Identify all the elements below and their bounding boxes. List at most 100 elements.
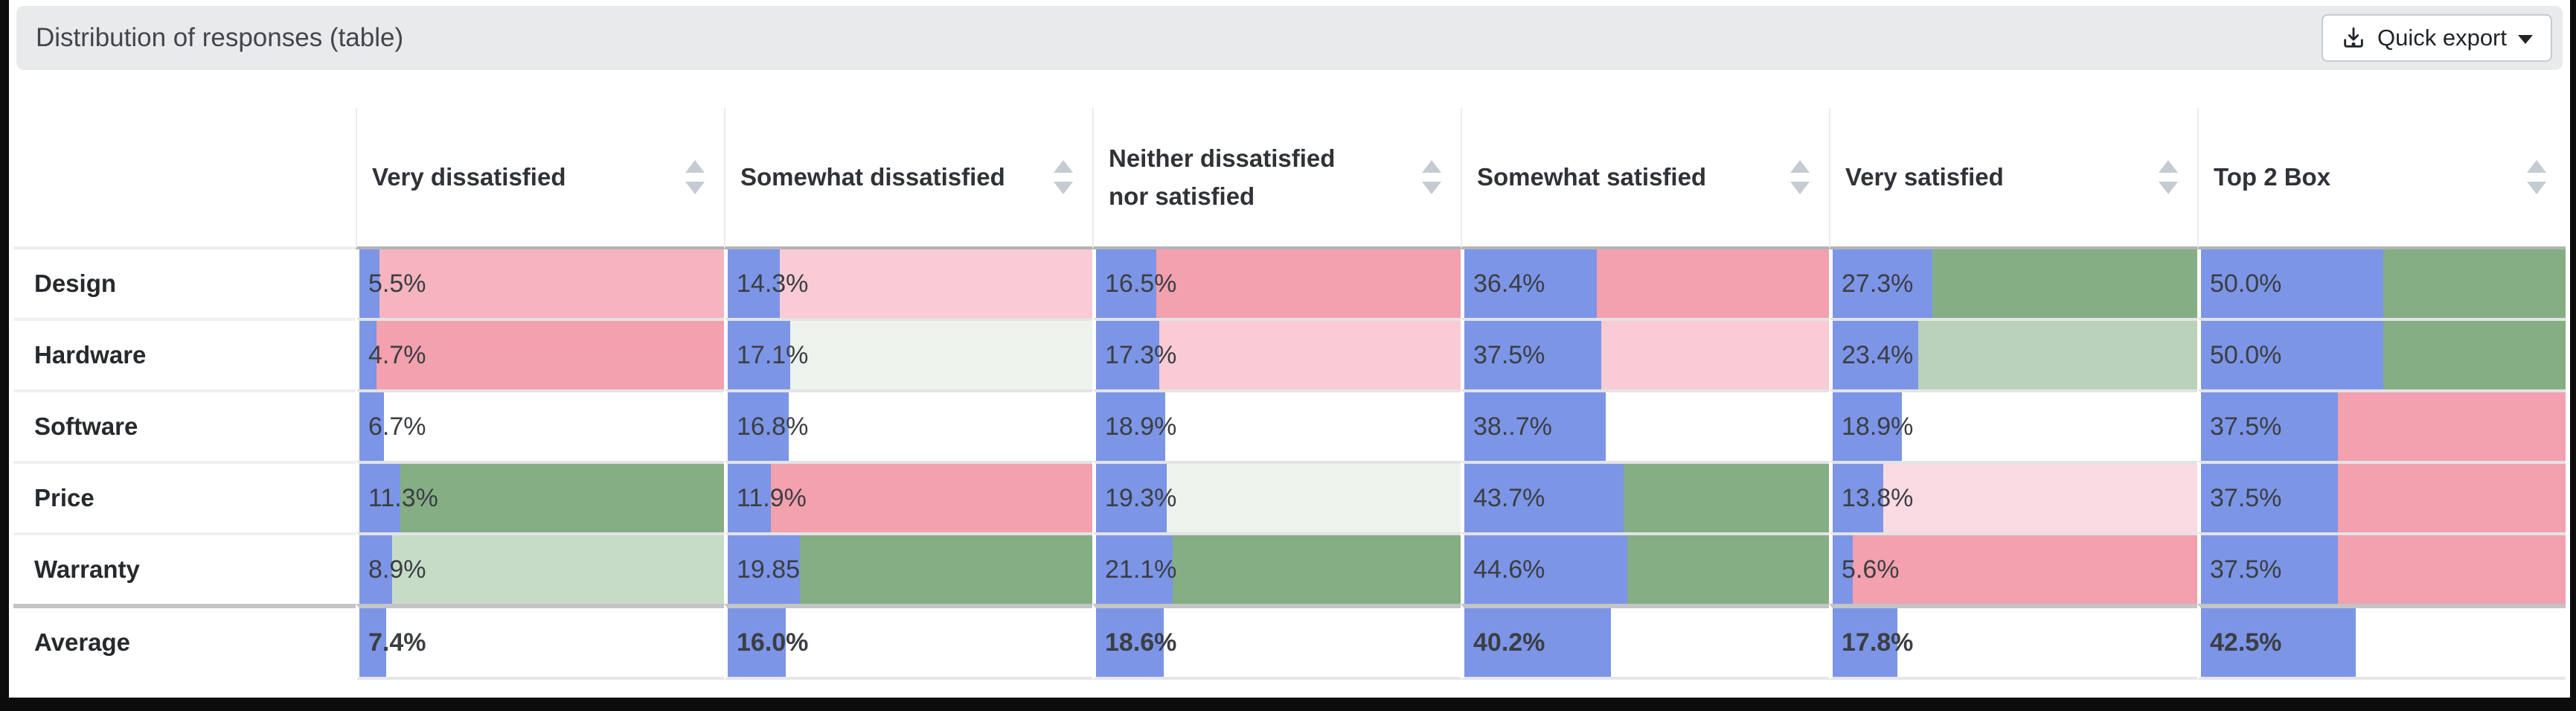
row-label: Price [13, 461, 356, 532]
sort-icons [1054, 160, 1073, 194]
value-cell: 7.4% [356, 604, 724, 680]
value-cell: 50.0% [2197, 318, 2566, 389]
value-cell: 17.8% [1829, 604, 2197, 680]
value-bar [2201, 392, 2338, 461]
value-bar [1833, 249, 1932, 318]
value-bar [2201, 249, 2383, 318]
cell-value: 18.9% [1105, 412, 1177, 441]
cell-value: 8.9% [368, 555, 426, 584]
sort-ascending-icon[interactable] [2159, 160, 2178, 173]
value-cell: 5.6% [1829, 532, 2197, 604]
cell-value: 27.3% [1842, 269, 1914, 298]
value-bar [359, 392, 384, 461]
value-cell: 6.7% [356, 389, 724, 461]
value-bar [1833, 535, 1853, 604]
cell-value: 37.5% [2210, 412, 2282, 441]
sort-icons [1790, 160, 1810, 194]
cell-value: 44.6% [1473, 555, 1545, 584]
column-header-neither[interactable]: Neither dissatisfied nor satisfied [1092, 108, 1461, 249]
value-bar [1464, 464, 1624, 532]
table-row: Average 7.4% 16.0% 18.6% 40.2% 17.8% 42.5% [13, 604, 2566, 680]
sort-ascending-icon[interactable] [1422, 160, 1441, 173]
value-cell: 11.9% [724, 461, 1092, 532]
widget-title: Distribution of responses (table) [36, 23, 404, 52]
row-label: Design [13, 249, 356, 318]
value-cell: 16.8% [724, 389, 1092, 461]
value-cell: 17.3% [1092, 318, 1461, 389]
sort-descending-icon[interactable] [685, 182, 705, 194]
sort-descending-icon[interactable] [2159, 182, 2178, 194]
download-icon [2344, 27, 2363, 48]
column-header-very-satisfied[interactable]: Very satisfied [1829, 108, 2197, 249]
cell-value: 37.5% [2210, 555, 2282, 584]
cell-value: 17.8% [1842, 628, 1914, 657]
value-bar [1464, 321, 1601, 389]
cell-value: 5.6% [1842, 555, 1900, 584]
value-bar [1464, 535, 1627, 604]
cell-value: 16.5% [1105, 269, 1177, 298]
cell-value: 50.0% [2210, 340, 2282, 369]
sort-ascending-icon[interactable] [2527, 160, 2546, 173]
table-row: Warranty 8.9% 19.85 21.1% 44.6% 5.6% 37.5% [13, 532, 2566, 604]
value-bar [1096, 321, 1159, 389]
value-cell: 13.8% [1829, 461, 2197, 532]
value-bar [1464, 608, 1611, 677]
table-row: Design 5.5% 14.3% 16.5% 36.4% 27.3% 50.0% [13, 249, 2566, 318]
cell-value: 19.3% [1105, 483, 1177, 512]
quick-export-button[interactable]: Quick export [2321, 14, 2552, 62]
cell-value: 19.85 [737, 555, 801, 584]
cell-value: 23.4% [1842, 340, 1914, 369]
value-bar [728, 608, 786, 677]
cell-value: 37.5% [2210, 483, 2282, 512]
widget-title-bar: Distribution of responses (table) Quick … [16, 6, 2563, 70]
sort-icons [685, 160, 705, 194]
cell-value: 11.3% [368, 483, 438, 512]
column-header-very-dissatisfied[interactable]: Very dissatisfied [356, 108, 724, 249]
value-bar [2201, 321, 2383, 389]
value-bar [1096, 249, 1156, 318]
caret-down-icon [2518, 35, 2533, 44]
column-header-somewhat-dissatisfied[interactable]: Somewhat dissatisfied [724, 108, 1092, 249]
cell-value: 16.0% [737, 628, 809, 657]
cell-value: 18.9% [1842, 412, 1914, 441]
sort-descending-icon[interactable] [2527, 182, 2546, 194]
value-bar [728, 464, 772, 532]
value-cell: 36.4% [1461, 249, 1829, 318]
value-cell: 43.7% [1461, 461, 1829, 532]
value-cell: 19.85 [724, 532, 1092, 604]
value-bar [359, 535, 392, 604]
column-header-label: Very dissatisfied [372, 163, 566, 191]
value-bar [1464, 249, 1598, 318]
value-cell: 18.9% [1092, 389, 1461, 461]
value-cell: 42.5% [2197, 604, 2566, 680]
sort-ascending-icon[interactable] [685, 160, 705, 173]
value-bar [2201, 464, 2338, 532]
sort-descending-icon[interactable] [1422, 182, 1441, 194]
cell-value: 6.7% [368, 412, 426, 441]
sort-descending-icon[interactable] [1790, 182, 1810, 194]
cell-value: 4.7% [368, 340, 426, 369]
value-cell: 27.3% [1829, 249, 2197, 318]
value-bar [359, 464, 401, 532]
value-bar [1833, 608, 1898, 677]
cell-value: 17.1% [737, 340, 809, 369]
sort-ascending-icon[interactable] [1790, 160, 1810, 173]
value-cell: 23.4% [1829, 318, 2197, 389]
cell-value: 40.2% [1473, 628, 1545, 657]
row-label: Average [13, 604, 356, 680]
value-cell: 50.0% [2197, 249, 2566, 318]
column-header-somewhat-satisfied[interactable]: Somewhat satisfied [1461, 108, 1829, 249]
cell-value: 37.5% [1473, 340, 1545, 369]
sort-icons [2527, 160, 2546, 194]
sort-icons [1422, 160, 1441, 194]
column-header-top-2-box[interactable]: Top 2 Box [2197, 108, 2566, 249]
value-cell: 44.6% [1461, 532, 1829, 604]
sort-descending-icon[interactable] [1054, 182, 1073, 194]
value-cell: 16.0% [724, 604, 1092, 680]
value-bar [1833, 321, 1918, 389]
value-bar [728, 321, 790, 389]
value-bar [359, 249, 379, 318]
table-header-row: Very dissatisfied Somewhat dissatisfied … [13, 108, 2566, 249]
sort-ascending-icon[interactable] [1054, 160, 1073, 173]
value-cell: 19.3% [1092, 461, 1461, 532]
